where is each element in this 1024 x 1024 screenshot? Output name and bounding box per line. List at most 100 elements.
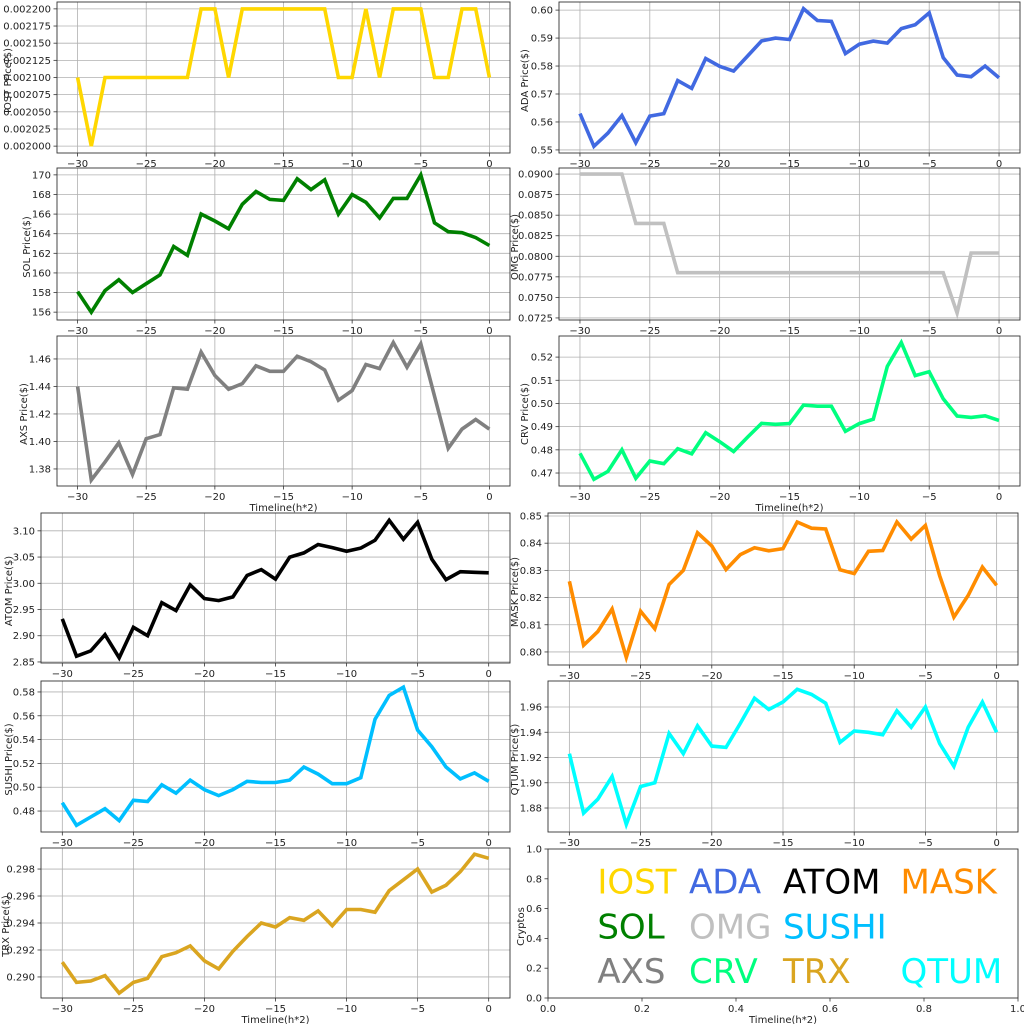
y-tick-label: 0.290 bbox=[6, 972, 35, 983]
y-tick-label: 3.05 bbox=[13, 553, 35, 564]
x-tick-label: 0 bbox=[486, 159, 492, 170]
iost-price-line bbox=[75, 7, 492, 147]
x-axis-label: Timeline(h*2) bbox=[248, 503, 317, 514]
y-tick-label: 0.80 bbox=[520, 647, 542, 658]
trx-price-line bbox=[60, 852, 490, 996]
y-tick-label: 1.94 bbox=[520, 728, 542, 739]
axes-frame bbox=[56, 1, 511, 154]
axes-frame bbox=[56, 167, 511, 321]
x-tick-label: −30 bbox=[67, 326, 88, 337]
x-tick-label: −10 bbox=[336, 669, 357, 680]
x-tick-label: −20 bbox=[194, 669, 215, 680]
x-tick-label: −10 bbox=[342, 159, 363, 170]
x-tick-label: −15 bbox=[779, 159, 800, 170]
x-tick-label: 0 bbox=[485, 1004, 491, 1015]
y-axis-label: SOL Price($) bbox=[22, 216, 33, 278]
sol-price-line bbox=[76, 170, 491, 316]
y-tick-label: 3.00 bbox=[13, 579, 35, 590]
axes-frame bbox=[558, 167, 1021, 321]
x-tick-label: −15 bbox=[779, 492, 800, 503]
crv-price-line bbox=[578, 338, 1000, 482]
ada-price-line bbox=[578, 5, 1001, 150]
x-tick-label: 0.2 bbox=[634, 1004, 650, 1015]
y-tick-label: 2.95 bbox=[13, 605, 35, 616]
y-tick-label: 0.0725 bbox=[518, 313, 553, 324]
x-tick-label: −20 bbox=[701, 671, 722, 682]
axes-frame bbox=[547, 848, 1019, 999]
x-tick-label: −30 bbox=[67, 492, 88, 503]
legend-label-crv: CRV bbox=[689, 952, 758, 992]
x-tick-label: −5 bbox=[410, 669, 425, 680]
y-tick-label: 0.0775 bbox=[518, 272, 553, 283]
x-tick-label: 0.8 bbox=[916, 1004, 932, 1015]
y-tick-label: 0.0900 bbox=[518, 170, 553, 181]
y-tick-label: 1.92 bbox=[520, 753, 542, 764]
x-tick-label: −20 bbox=[194, 838, 215, 849]
legend-subplot: 0.0 0.2 0.4 0.6 0.8 1.0 0.0 0.2 0.4 0.6 0.8 1.0 IOST… bbox=[516, 845, 1024, 1024]
qtum-subplot: −30 −25 −20 −15 −10 −5 0 1.88 1.90 1.92 1.94 1.96 QT… bbox=[510, 680, 1019, 849]
y-tick-label: 0.002100 bbox=[3, 73, 51, 84]
x-tick-label: −5 bbox=[413, 326, 428, 337]
y-tick-label: 0.0875 bbox=[518, 190, 553, 201]
x-tick-label: −20 bbox=[204, 326, 225, 337]
y-tick-label: 1.38 bbox=[29, 464, 51, 475]
x-tick-label: −10 bbox=[342, 326, 363, 337]
mask-subplot: −30 −25 −20 −15 −10 −5 0 0.80 0.81 0.82 0.83 0.84 0.… bbox=[510, 511, 1019, 682]
y-axis-label: OMG Price($) bbox=[510, 214, 521, 280]
atom-price-line bbox=[60, 517, 489, 662]
y-tick-label: 0.4 bbox=[526, 934, 542, 945]
y-tick-label: 0.002200 bbox=[3, 4, 51, 15]
y-tick-label: 1.0 bbox=[526, 845, 542, 856]
y-tick-label: 0.52 bbox=[13, 759, 35, 770]
y-tick-label: 1.42 bbox=[29, 409, 51, 420]
axs-subplot: −30 −25 −20 −15 −10 −5 0 1.38 1.40 1.42 1.44 1.46 AX… bbox=[19, 335, 511, 514]
sushi-subplot: −30 −25 −20 −15 −10 −5 0 0.48 0.50 0.52 0.54 0.56 0.… bbox=[4, 680, 511, 849]
y-tick-label: 0.49 bbox=[531, 422, 553, 433]
axes-frame bbox=[547, 680, 1019, 833]
y-axis-label: ATOM Price($) bbox=[4, 556, 15, 627]
y-tick-label: 168 bbox=[32, 190, 51, 201]
x-tick-label: 0 bbox=[486, 492, 492, 503]
y-tick-label: 0.002075 bbox=[3, 90, 51, 101]
x-tick-label: −5 bbox=[413, 492, 428, 503]
x-tick-label: 0 bbox=[996, 492, 1002, 503]
x-tick-label: −15 bbox=[273, 326, 294, 337]
x-tick-label: −25 bbox=[630, 838, 651, 849]
x-tick-label: 0 bbox=[996, 159, 1002, 170]
x-tick-label: −25 bbox=[639, 492, 660, 503]
x-tick-label: −10 bbox=[336, 1004, 357, 1015]
y-tick-label: 1.40 bbox=[29, 437, 51, 448]
y-tick-label: 0.48 bbox=[13, 807, 35, 818]
x-tick-label: 0 bbox=[993, 671, 999, 682]
x-tick-label: −30 bbox=[569, 326, 590, 337]
x-tick-label: −5 bbox=[918, 838, 933, 849]
x-tick-label: 0 bbox=[993, 838, 999, 849]
y-tick-label: 0.82 bbox=[520, 593, 542, 604]
x-tick-label: −5 bbox=[410, 1004, 425, 1015]
y-tick-label: 0.292 bbox=[6, 945, 35, 956]
y-tick-label: 2.90 bbox=[13, 631, 35, 642]
y-tick-label: 0.52 bbox=[531, 353, 553, 364]
y-tick-label: 0.296 bbox=[6, 892, 35, 903]
y-tick-label: 1.44 bbox=[29, 382, 51, 393]
x-tick-label: −15 bbox=[273, 159, 294, 170]
x-tick-label: −25 bbox=[639, 326, 660, 337]
y-tick-label: 0.002050 bbox=[3, 107, 51, 118]
y-tick-label: 0.83 bbox=[520, 566, 542, 577]
x-tick-label: −20 bbox=[701, 838, 722, 849]
x-tick-label: −5 bbox=[922, 492, 937, 503]
legend-label-mask: MASK bbox=[901, 863, 999, 903]
y-tick-label: 164 bbox=[32, 229, 51, 240]
x-tick-label: −15 bbox=[779, 326, 800, 337]
x-tick-label: −20 bbox=[709, 159, 730, 170]
x-tick-label: 0.0 bbox=[540, 1004, 556, 1015]
axes-frame bbox=[40, 512, 511, 664]
x-tick-label: 0 bbox=[485, 838, 491, 849]
legend-label-qtum: QTUM bbox=[901, 952, 1003, 992]
x-tick-label: −10 bbox=[336, 838, 357, 849]
x-axis-label: Timeline(h*2) bbox=[748, 1015, 817, 1024]
x-tick-label: 0.4 bbox=[728, 1004, 744, 1015]
legend-label-omg: OMG bbox=[689, 907, 771, 947]
x-tick-label: −20 bbox=[709, 326, 730, 337]
sol-subplot: −30 −25 −20 −15 −10 −5 0 156 158 160 162 164 166 168 1… bbox=[22, 167, 511, 337]
